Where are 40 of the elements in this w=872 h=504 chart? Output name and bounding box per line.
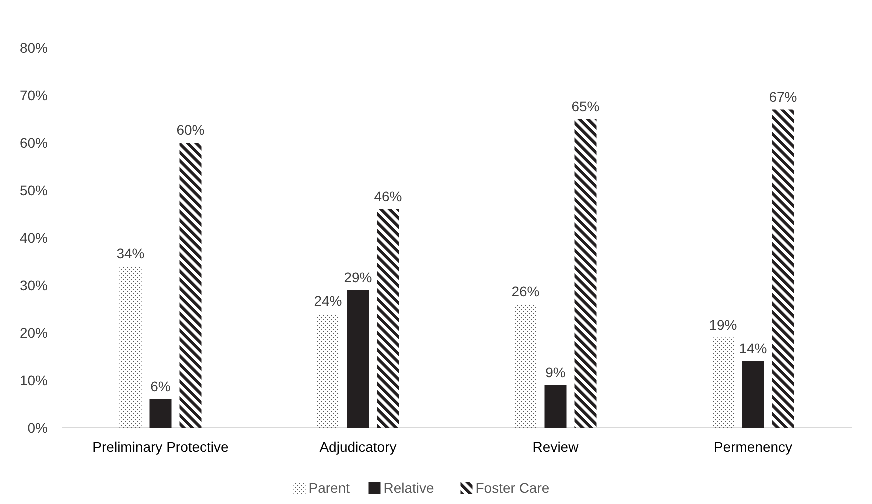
data-label: 34% (116, 246, 145, 262)
data-label: 6% (150, 378, 171, 394)
legend-label: Parent (308, 480, 350, 496)
data-label: 46% (374, 188, 402, 204)
y-tick-label: 20% (20, 324, 48, 341)
y-tick-label: 30% (20, 277, 48, 294)
x-tick-label: Adjudicatory (320, 439, 397, 455)
y-tick-label: 0% (28, 420, 48, 436)
x-tick-label: Preliminary Protective (92, 439, 230, 455)
bar (377, 210, 400, 428)
y-tick-label: 70% (20, 87, 48, 104)
data-label: 60% (176, 122, 205, 138)
legend-label: Foster Care (476, 480, 550, 496)
bar (317, 314, 340, 428)
bar (180, 143, 202, 428)
bar (120, 266, 142, 428)
data-label: 65% (572, 98, 600, 114)
data-label: 19% (709, 316, 738, 333)
data-label: 67% (769, 88, 798, 105)
x-tick-label: Review (532, 439, 580, 455)
y-tick-label: 40% (20, 230, 48, 246)
bar (574, 119, 597, 428)
bar (514, 304, 537, 428)
legend-label: Relative (384, 480, 435, 496)
bar (347, 290, 370, 428)
data-label: 29% (344, 269, 372, 286)
data-label: 9% (546, 364, 566, 380)
bar (544, 385, 567, 428)
y-tick-label: 60% (20, 134, 48, 151)
data-label: 24% (314, 293, 342, 309)
data-label: 26% (512, 284, 540, 300)
y-tick-label: 80% (20, 40, 48, 56)
data-label: 14% (739, 340, 768, 356)
x-tick-label: Permenency (714, 439, 793, 455)
y-tick-label: 10% (20, 372, 48, 388)
y-tick-label: 50% (20, 182, 48, 198)
bar (742, 362, 764, 428)
bar (150, 400, 172, 428)
bar (712, 338, 734, 428)
bar (772, 110, 794, 428)
